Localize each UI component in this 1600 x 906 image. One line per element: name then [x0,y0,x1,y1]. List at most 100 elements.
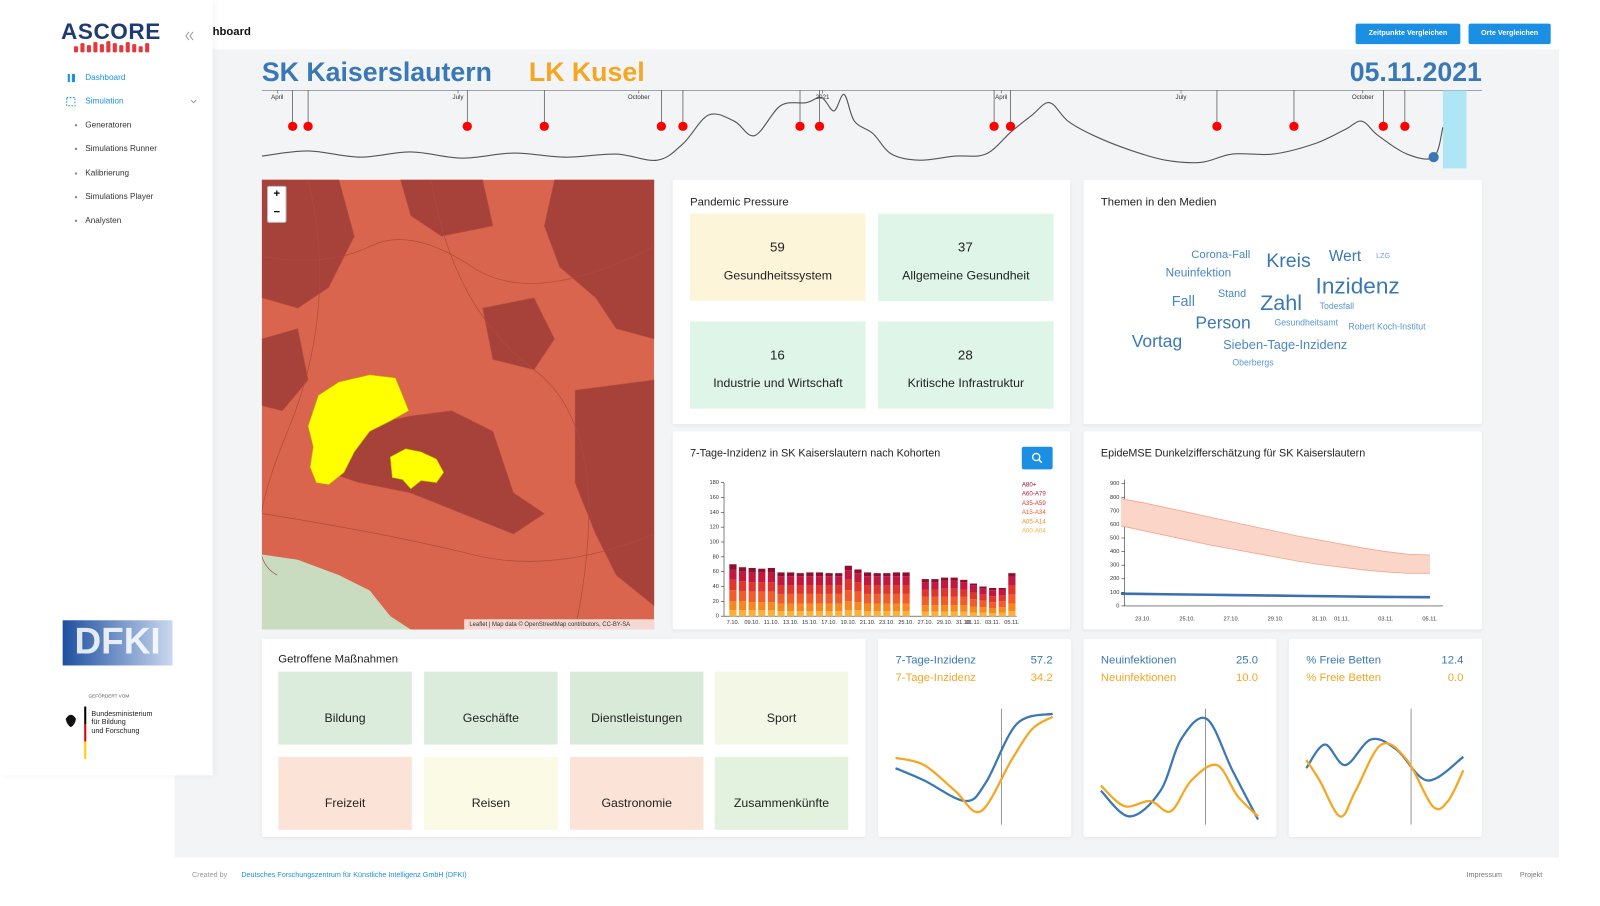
bar-segment [758,572,766,583]
event-dot [1212,121,1222,131]
event-dot [989,121,999,131]
measure-tile[interactable] [278,756,412,830]
timeline-curve [261,93,1444,164]
flag-gold [84,741,87,759]
x-tick-label: 13.10. [783,620,799,626]
measure-tile[interactable] [714,671,849,745]
zoom-out[interactable]: − [273,206,281,220]
map: Leaflet | Map data © OpenStreetMap contr… [261,179,655,630]
estimate-chart: EpideMSE Dunkelzifferschätzung für SK Ka… [1101,448,1443,623]
measure-label[interactable]: Bildung [324,710,366,725]
bar-segment [940,605,949,612]
bar-segment [1008,594,1016,604]
event-dot [539,121,549,131]
event-dot [678,121,688,131]
bar-segment [892,603,901,611]
bar-segment [796,585,804,594]
footer-link[interactable]: Impressum [1466,871,1503,879]
bar-segment [902,585,910,594]
map-region [543,179,655,340]
measure-label[interactable]: Freizeit [324,795,366,811]
measure-tile[interactable] [424,756,558,830]
bar-segment [979,586,987,589]
pressure-value: 37 [957,239,973,255]
bar-segment [863,593,872,604]
measure-label[interactable]: Zusammenkünfte [733,795,830,811]
timeline-label: July [453,94,465,101]
bar-segment [787,603,795,611]
y-tick-label: 20 [713,599,719,605]
y-tick-label: 800 [1110,495,1119,501]
timeline-label: July [1176,94,1188,101]
bar-segment [960,605,968,612]
map-region [574,379,655,607]
bar-segment [815,610,824,617]
header-button[interactable] [1468,23,1551,45]
measure-label[interactable]: Sport [766,710,797,725]
nav-item[interactable]: Analysten [85,215,122,226]
header-button-label[interactable]: Orte Vergleichen [1481,29,1539,37]
bar-segment [902,593,910,604]
x-tick-label: 21.10. [860,620,876,626]
measure-label[interactable]: Dienstleistungen [591,710,683,725]
nav-bullet [74,195,78,199]
header-button[interactable] [1355,23,1461,45]
bar-segment [806,610,814,617]
timeline-label: April [271,94,283,101]
bar-segment [835,610,843,617]
bar-segment [844,601,852,611]
bar-segment [998,589,1006,596]
compare-value: 25.0 [1236,654,1259,667]
logo-bar [86,45,91,53]
logo-bar [112,43,117,53]
nav-item[interactable]: Kalibrierung [85,168,130,178]
bar-segment [738,567,747,572]
event-dot [462,121,472,131]
footer-link[interactable]: Projekt [1519,871,1543,879]
district-kusel [307,374,410,486]
event-dot [814,121,825,131]
nav-item[interactable]: Dashboard [85,73,126,83]
bar-segment [796,593,804,604]
compare-value: 10.0 [1236,672,1259,685]
pressure-value: 28 [957,347,973,363]
bar-segment [979,600,987,608]
compare-value: 34.2 [1030,672,1053,685]
footer-link[interactable]: Deutsches Forschungszentrum für Künstlic… [241,871,467,879]
measure-label[interactable]: Gastronomie [601,795,672,811]
timeline-label: October [1352,94,1374,101]
zoom-button[interactable] [1021,446,1053,470]
bar-segment [989,613,997,617]
media-card [1083,179,1482,425]
nav-item[interactable]: Simulations Runner [85,143,157,154]
measure-tile[interactable] [714,756,849,830]
y-tick-label: 400 [1110,549,1119,555]
nav-item[interactable]: Simulation [85,96,124,106]
measure-tile[interactable] [569,756,704,830]
bar-segment [844,565,852,571]
estimate-line [1120,592,1431,599]
zoom-in[interactable]: + [273,188,281,201]
logo-bar [93,42,98,53]
zoom-icon [1038,459,1043,464]
y-tick-label: 80 [713,554,719,560]
bar-segment [969,606,977,613]
bar-segment [844,610,852,617]
measure-tile[interactable] [278,671,412,745]
y-tick-label: 40 [713,584,719,590]
bar-segment [921,605,929,612]
measure-label[interactable]: Reisen [471,795,511,811]
nav-item[interactable]: Generatoren [85,120,132,130]
bar-segment [758,610,766,617]
bar-segment [758,582,766,592]
pressure-label: Gesundheitssystem [723,267,833,283]
bar-segment [892,593,901,604]
bar-segment [844,579,852,591]
header-button-label[interactable]: Zeitpunkte Vergleichen [1368,29,1448,37]
nav-item[interactable]: Simulations Player [85,192,154,202]
funder-caption: GEFÖRDERT VOM [88,693,130,699]
measure-tile[interactable] [424,671,558,745]
measure-tile[interactable] [569,671,704,745]
measure-label[interactable]: Geschäfte [462,710,519,725]
